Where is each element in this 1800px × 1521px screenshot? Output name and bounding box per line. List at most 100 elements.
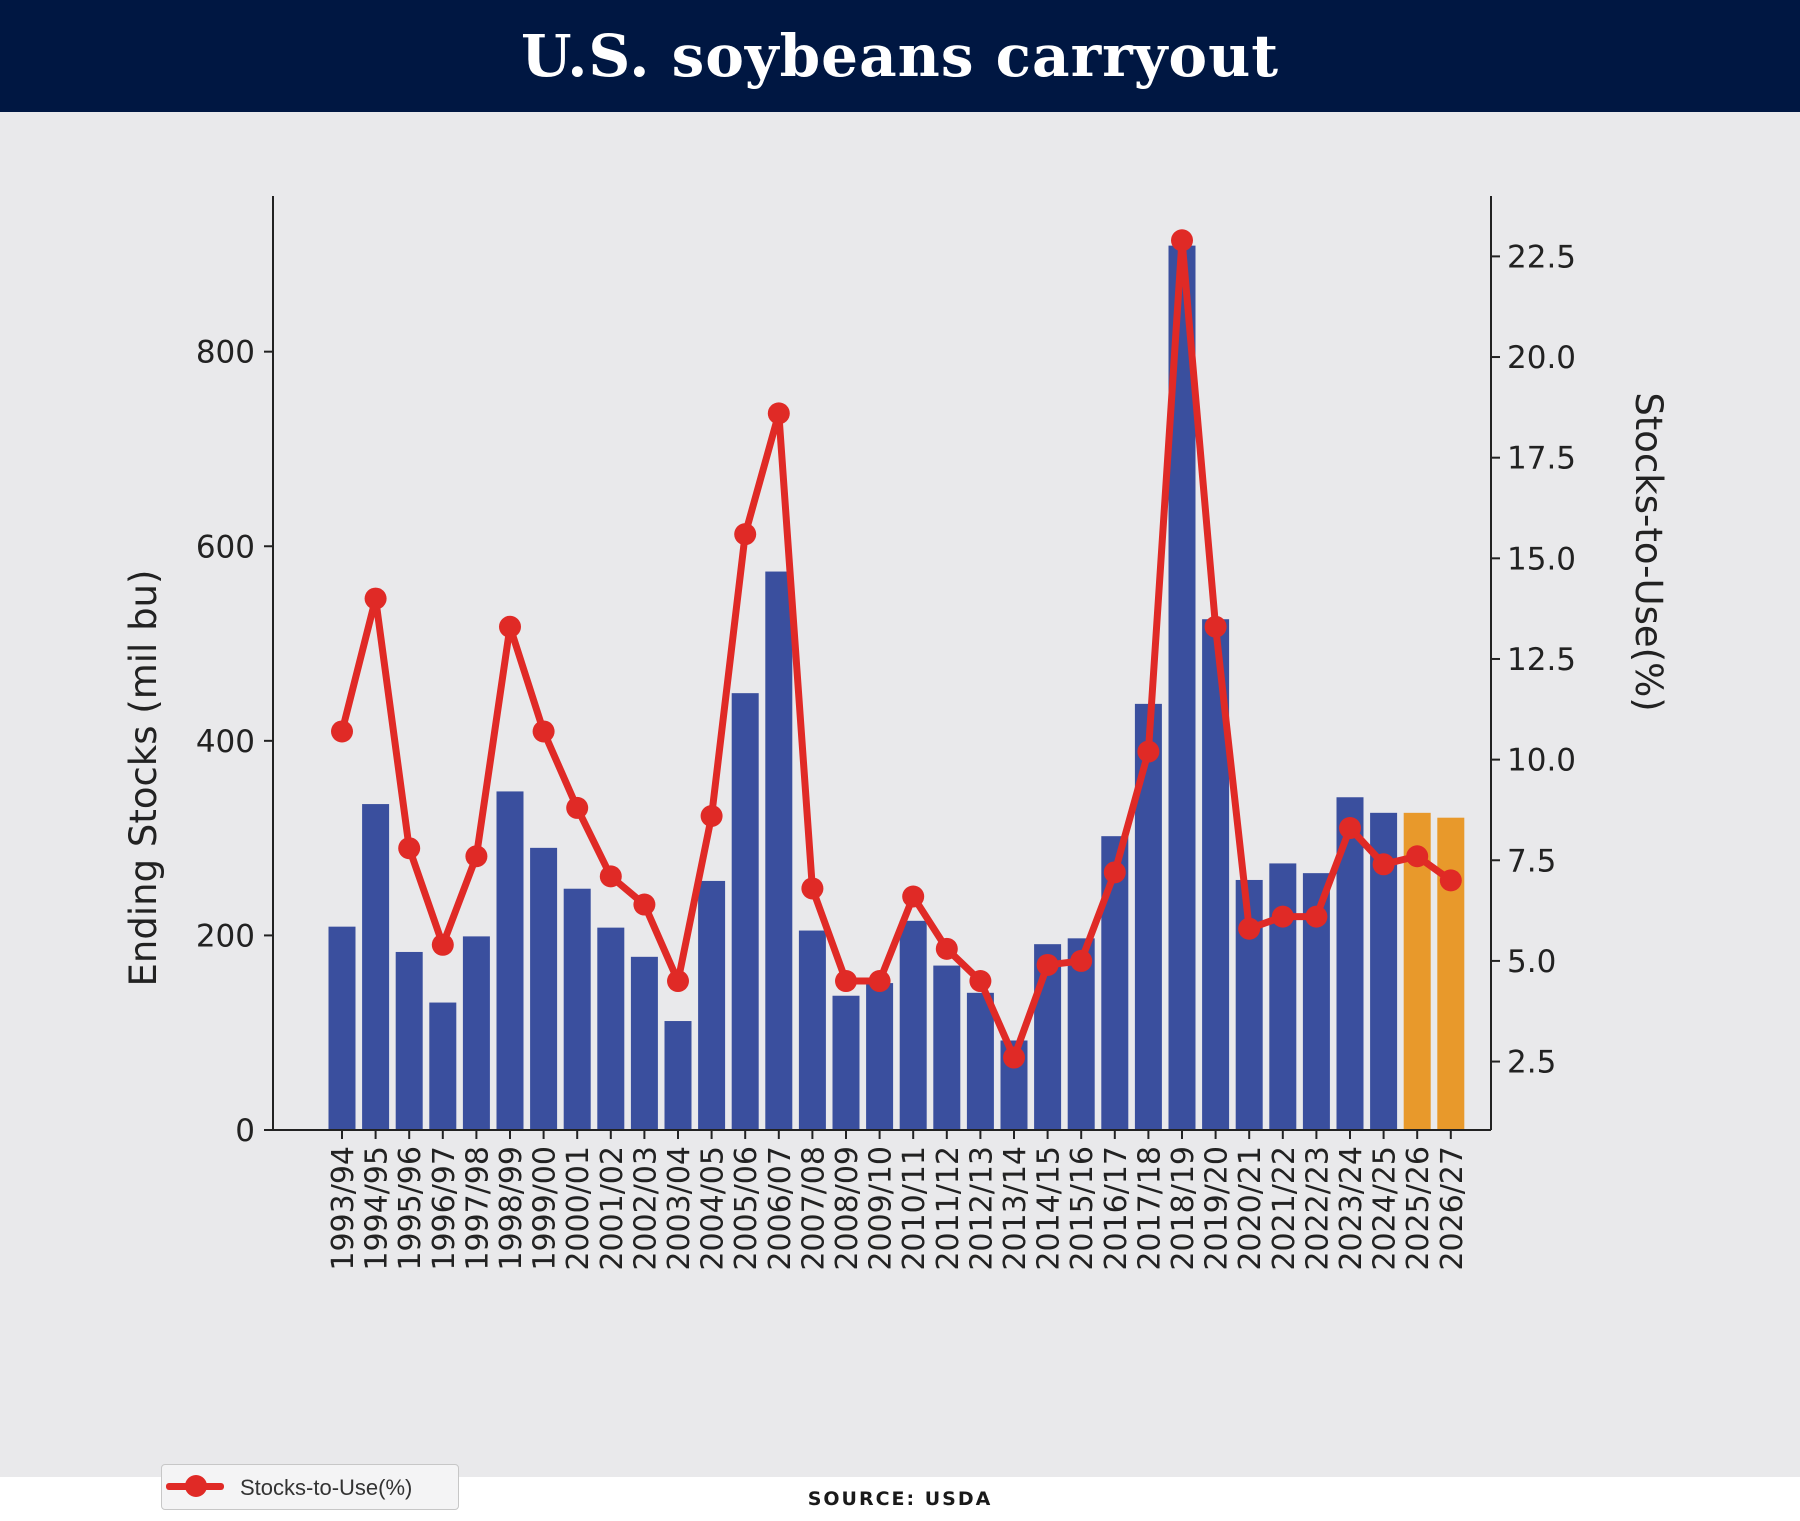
x-tick-label-2024/25: 2024/25 (1368, 1146, 1403, 1271)
x-tick-label-2008/09: 2008/09 (830, 1146, 865, 1271)
x-tick-label-2015/16: 2015/16 (1065, 1146, 1100, 1271)
stocks-to-use-point-1995/96 (398, 837, 421, 860)
x-tick-label-2016/17: 2016/17 (1099, 1146, 1134, 1271)
stocks-to-use-point-2007/08 (801, 877, 824, 900)
x-tick-label-1996/97: 1996/97 (427, 1146, 462, 1271)
x-tick-label-2014/15: 2014/15 (1032, 1146, 1067, 1271)
stocks-to-use-point-2018/19 (1171, 229, 1193, 252)
stocks-to-use-point-2026/27 (1439, 869, 1462, 892)
chart-panel: 0 200 400 600 800 2.5 5.0 7.5 10.0 12.5 15.0 17.5 2… (0, 112, 1800, 1510)
stocks-to-use-point-1993/94 (331, 720, 353, 743)
x-tick-label-2021/22: 2021/22 (1267, 1146, 1302, 1271)
bar-1996/97 (429, 1002, 457, 1130)
stocks-to-use-point-2022/23 (1305, 905, 1328, 928)
stocks-to-use-polyline (338, 236, 1455, 1062)
header-banner: U.S. soybeans carryout (0, 0, 1800, 112)
stocks-to-use-point-1998/99 (499, 615, 521, 638)
bar-1993/94 (328, 926, 356, 1130)
bar-2002/03 (630, 956, 658, 1130)
bar-2008/09 (832, 995, 860, 1130)
x-tick-label-2002/03: 2002/03 (628, 1146, 663, 1271)
page-title: U.S. soybeans carryout (520, 22, 1280, 90)
stocks-to-use-point-2005/06 (734, 523, 757, 546)
x-tick-label-2022/23: 2022/23 (1300, 1146, 1335, 1271)
stocks-to-use-point-2008/09 (835, 970, 857, 993)
bar-2010/11 (899, 920, 927, 1130)
bar-series (328, 245, 1465, 1130)
x-tick-label-1999/00: 1999/00 (528, 1146, 563, 1271)
stocks-to-use-point-2014/15 (1036, 953, 1059, 976)
x-tick-label-2020/21: 2020/21 (1233, 1146, 1268, 1271)
left-axis-ticks: 0 200 400 600 800 (196, 335, 273, 1149)
x-tick-label-2006/07: 2006/07 (763, 1146, 798, 1271)
bar-1999/00 (530, 847, 558, 1130)
x-tick-label-2011/12: 2011/12 (931, 1146, 966, 1271)
x-tick-label-2025/26: 2025/26 (1401, 1146, 1436, 1271)
stocks-to-use-point-2003/04 (667, 970, 689, 993)
x-tick-label-2009/10: 2009/10 (864, 1146, 899, 1271)
stocks-to-use-point-2009/10 (868, 970, 891, 993)
right-tick-label-8: 22.5 (1507, 239, 1576, 275)
stocks-to-use-point-1994/95 (364, 587, 387, 610)
x-tick-label-2013/14: 2013/14 (998, 1146, 1033, 1271)
right-tick-label-6: 17.5 (1507, 441, 1576, 477)
stocks-to-use-point-2019/20 (1204, 615, 1227, 638)
right-tick-label-0: 2.5 (1507, 1045, 1556, 1081)
bar-1997/98 (462, 936, 490, 1130)
bar-2011/12 (933, 965, 961, 1130)
bar-2017/18 (1134, 703, 1162, 1130)
x-tick-label-1997/98: 1997/98 (460, 1146, 495, 1271)
left-tick-label-0: 0 (235, 1113, 255, 1149)
source-note: SOURCE: USDA (807, 1488, 993, 1510)
x-tick-label-2026/27: 2026/27 (1435, 1146, 1470, 1271)
right-tick-label-4: 12.5 (1507, 642, 1576, 678)
stocks-to-use-point-2025/26 (1406, 845, 1429, 868)
bar-2009/10 (866, 983, 894, 1130)
x-axis-ticks: 1993/941994/951995/961996/971997/981998/… (326, 1130, 1470, 1271)
x-tick-label-1995/96: 1995/96 (393, 1146, 428, 1271)
right-axis-ticks: 2.5 5.0 7.5 10.0 12.5 15.0 17.5 20.0 22.5 (1491, 239, 1576, 1081)
stocks-to-use-point-2004/05 (700, 804, 723, 827)
bar-1994/95 (362, 804, 390, 1130)
x-tick-label-1998/99: 1998/99 (494, 1146, 529, 1271)
stocks-to-use-point-2015/16 (1070, 949, 1093, 972)
stocks-to-use-point-2001/02 (599, 865, 622, 888)
bar-2006/07 (765, 571, 793, 1130)
stocks-to-use-point-1996/97 (431, 933, 454, 956)
x-tick-label-2004/05: 2004/05 (696, 1146, 731, 1271)
bar-2021/22 (1269, 863, 1297, 1130)
bar-1995/96 (395, 951, 423, 1130)
bar-2012/13 (966, 992, 994, 1130)
chart-legend: Stocks-to-Use(%) (161, 1464, 459, 1510)
left-tick-label-200: 200 (196, 918, 255, 954)
stocks-to-use-point-1997/98 (465, 845, 488, 868)
stocks-to-use-point-2024/25 (1372, 853, 1395, 876)
legend-label: Stocks-to-Use(%) (240, 1475, 413, 1500)
bar-2026/27 (1437, 817, 1465, 1130)
legend-marker-swatch (185, 1475, 207, 1497)
x-tick-label-2018/19: 2018/19 (1166, 1146, 1201, 1271)
x-tick-label-2010/11: 2010/11 (897, 1146, 932, 1271)
bar-1998/99 (496, 791, 524, 1130)
stocks-to-use-point-2002/03 (633, 893, 656, 916)
stocks-to-use-point-2010/11 (902, 885, 925, 908)
stocks-to-use-point-2023/24 (1339, 817, 1361, 840)
right-tick-label-7: 20.0 (1507, 340, 1576, 376)
x-tick-label-2023/24: 2023/24 (1334, 1146, 1369, 1271)
stocks-to-use-point-2011/12 (935, 937, 958, 960)
stocks-to-use-point-2016/17 (1103, 861, 1126, 884)
x-tick-label-2003/04: 2003/04 (662, 1146, 697, 1271)
stocks-to-use-point-2021/22 (1271, 905, 1294, 928)
stocks-to-use-point-2012/13 (969, 970, 992, 993)
stocks-to-use-point-2017/18 (1137, 740, 1160, 763)
left-tick-label-400: 400 (196, 724, 255, 760)
x-tick-label-1993/94: 1993/94 (326, 1146, 361, 1271)
bar-2007/08 (798, 930, 826, 1130)
bar-2016/17 (1101, 836, 1129, 1130)
x-tick-label-2001/02: 2001/02 (595, 1146, 630, 1271)
x-tick-label-2005/06: 2005/06 (729, 1146, 764, 1271)
stocks-to-use-point-2013/14 (1003, 1046, 1025, 1069)
x-tick-label-2007/08: 2007/08 (796, 1146, 831, 1271)
bar-2004/05 (698, 880, 726, 1130)
